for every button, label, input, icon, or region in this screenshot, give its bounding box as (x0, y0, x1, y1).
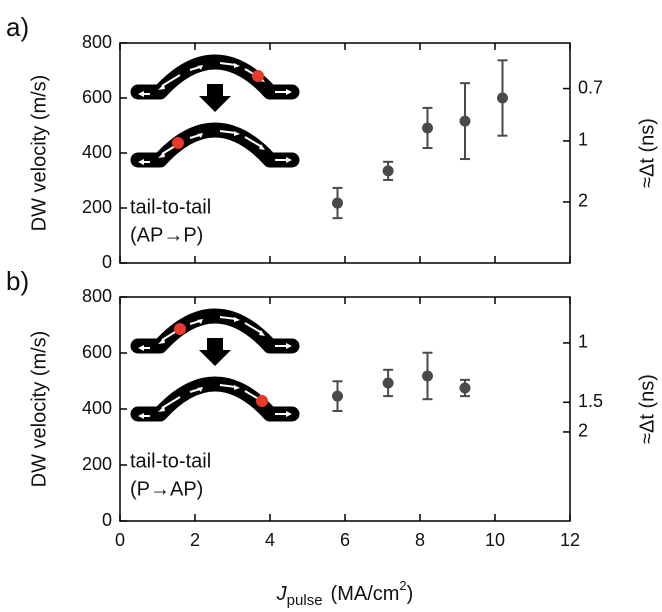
x-axis-label-part: J (276, 583, 288, 605)
y2-tick-label: 1.5 (578, 391, 603, 411)
y-tick-label: 600 (82, 342, 112, 362)
x-tick-label: 4 (265, 530, 275, 550)
y2-tick-label: 2 (578, 421, 588, 441)
data-point (497, 92, 508, 104)
data-point (332, 197, 343, 209)
annotation: tail-to-tail (130, 450, 211, 472)
x-axis-label-part: pulse (287, 592, 323, 609)
y-tick-label: 800 (82, 286, 112, 306)
y2-tick-label: 1 (578, 130, 588, 150)
annotation: (AP→P) (130, 224, 203, 246)
y-tick-label: 600 (82, 87, 112, 107)
y-tick-label: 0 (102, 510, 112, 530)
y-tick-label: 800 (82, 32, 112, 52)
y2-tick-label: 0.7 (578, 77, 603, 97)
panel-label: b) (6, 266, 29, 296)
y2-axis-label: ≈Δt (ns) (636, 374, 658, 444)
y-tick-label: 200 (82, 454, 112, 474)
x-axis-label: Jpulse (MA/cm2) (276, 578, 414, 609)
x-axis-label-part: (MA/cm (331, 583, 400, 605)
annotation: tail-to-tail (130, 196, 211, 218)
panel-label: a) (6, 12, 29, 42)
annotation: (P→AP) (130, 478, 203, 500)
x-axis-label-part: ) (407, 583, 414, 605)
x-tick-label: 8 (415, 530, 425, 550)
data-point (332, 390, 343, 402)
x-tick-label: 12 (560, 530, 580, 550)
data-point (459, 382, 471, 394)
x-tick-label: 0 (115, 530, 125, 550)
x-axis-label-part: 2 (399, 578, 406, 593)
y2-axis-label: ≈Δt (ns) (636, 118, 658, 188)
y-tick-label: 0 (102, 252, 112, 272)
y-axis-label: DW velocity (m/s) (28, 331, 50, 488)
x-tick-label: 6 (340, 530, 350, 550)
inset-b (138, 316, 292, 419)
data-point (382, 377, 394, 389)
y-axis-label: DW velocity (m/s) (28, 75, 50, 232)
data-point (382, 165, 394, 177)
data-point (422, 122, 433, 134)
data-point (459, 115, 471, 127)
y-tick-label: 400 (82, 142, 112, 162)
x-tick-label: 2 (190, 530, 200, 550)
inset-a (138, 62, 292, 165)
y2-tick-label: 1 (578, 332, 588, 352)
x-tick-label: 10 (485, 530, 505, 550)
y-tick-label: 200 (82, 197, 112, 217)
data-point (422, 370, 433, 382)
y2-tick-label: 2 (578, 191, 588, 211)
y-tick-label: 400 (82, 398, 112, 418)
